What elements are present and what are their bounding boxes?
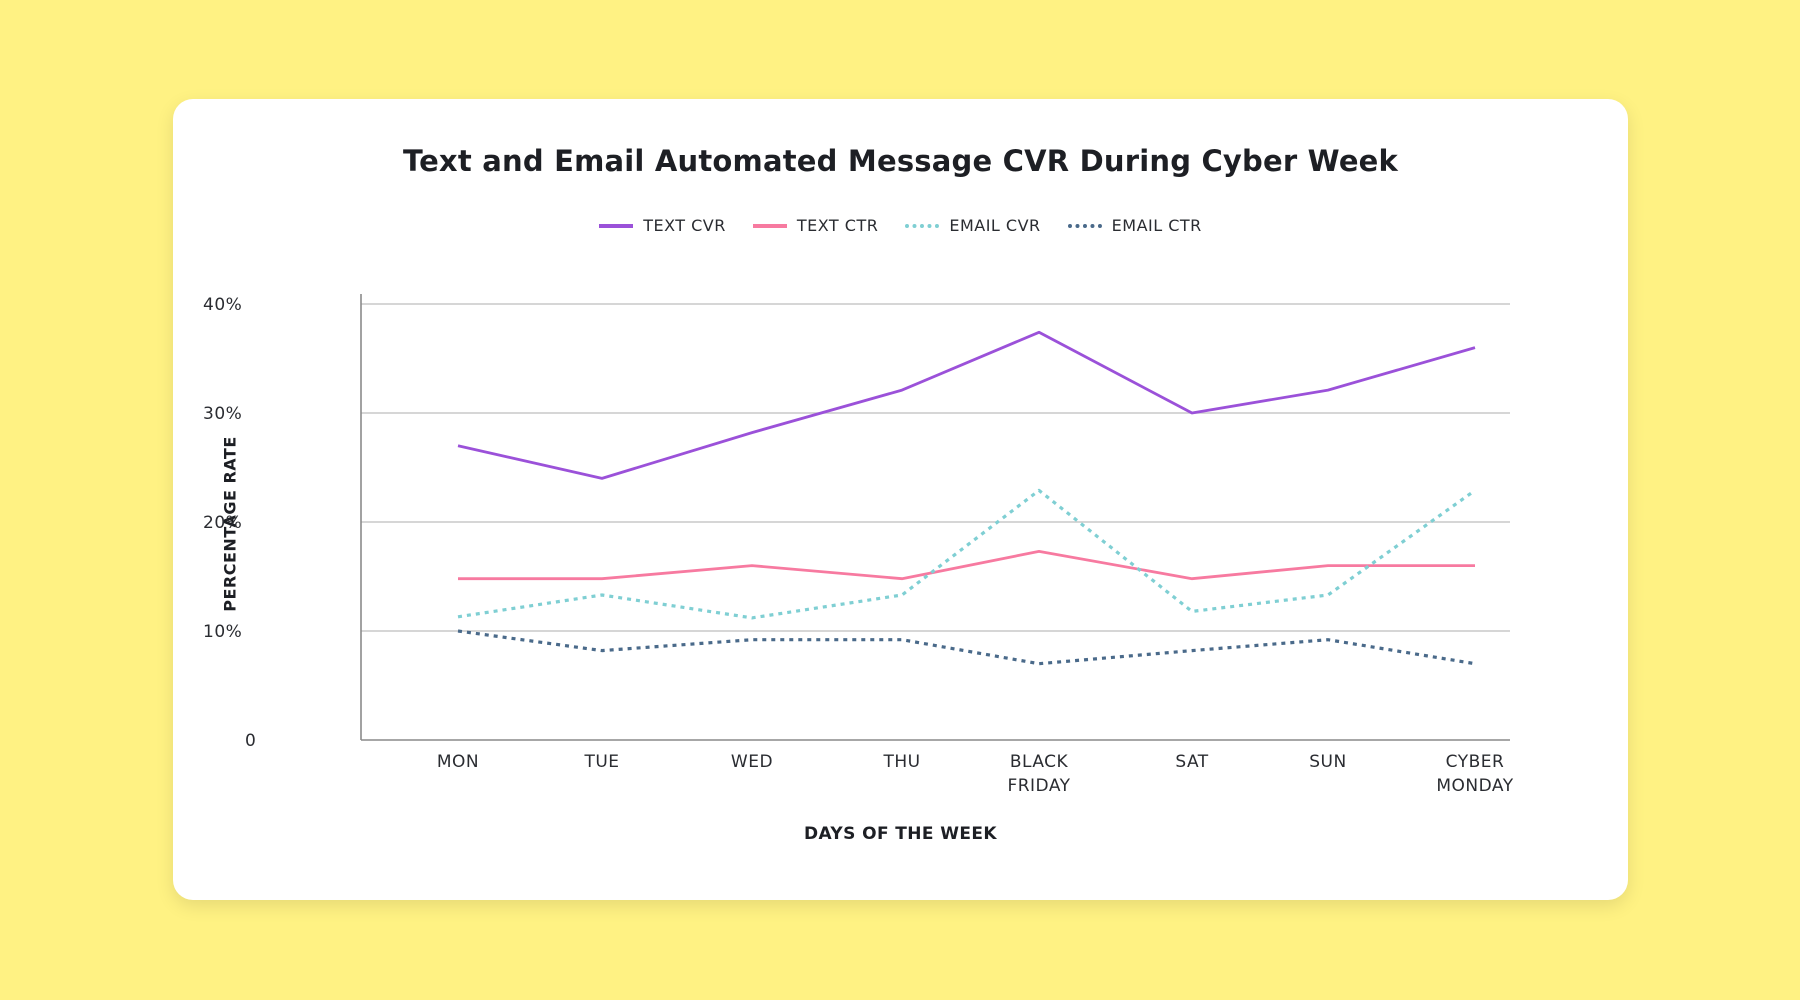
legend-item-email-ctr: EMAIL CTR [1067,216,1202,235]
legend-label-text-cvr: TEXT CVR [643,216,726,235]
x-tick-label: BLACK [1010,752,1069,772]
legend-label-email-ctr: EMAIL CTR [1111,216,1202,235]
x-tick-label: THU [882,752,920,772]
x-tick-label: TUE [583,752,619,772]
x-tick-label: FRIDAY [1007,776,1070,796]
legend-item-text-cvr: TEXT CVR [599,216,726,235]
y-tick-label: 30% [203,404,242,424]
x-tick-label: MON [437,752,479,772]
y-tick-label: 20% [203,513,242,533]
y-tick-label: 0 [245,731,256,751]
series-line-text-cvr [457,330,1476,480]
x-tick-label: SUN [1309,752,1346,772]
chart-card: Text and Email Automated Message CVR Dur… [173,99,1628,900]
plot-area: 0 10% 20% 30% 40% MON TUE WED THU BLACK FRIDAY SAT S… [203,294,1513,796]
x-tick-label: SAT [1175,752,1208,772]
legend: TEXT CVR TEXT CTR EMAIL CVR EMAIL CTR [173,216,1628,235]
legend-label-email-cvr: EMAIL CVR [949,216,1041,235]
y-tick-label: 10% [203,622,242,642]
x-tick-label: MONDAY [1436,776,1513,796]
legend-item-email-cvr: EMAIL CVR [905,216,1040,235]
x-tick-label: WED [731,752,773,772]
series-line-email-cvr [457,488,1476,620]
legend-item-text-ctr: TEXT CTR [752,216,879,235]
y-tick-label: 40% [203,295,242,315]
legend-label-text-ctr: TEXT CTR [796,216,879,235]
series-line-email-ctr [457,629,1476,666]
legend-swatch-email-ctr [1067,223,1102,228]
legend-swatch-text-ctr [752,223,787,228]
x-tick-label: CYBER [1446,752,1505,772]
chart-title: Text and Email Automated Message CVR Dur… [402,144,1399,178]
legend-swatch-text-cvr [599,223,634,228]
x-axis-title: DAYS OF THE WEEK [803,824,997,844]
series-line-text-ctr [458,549,1475,581]
legend-swatch-email-cvr [905,223,940,228]
